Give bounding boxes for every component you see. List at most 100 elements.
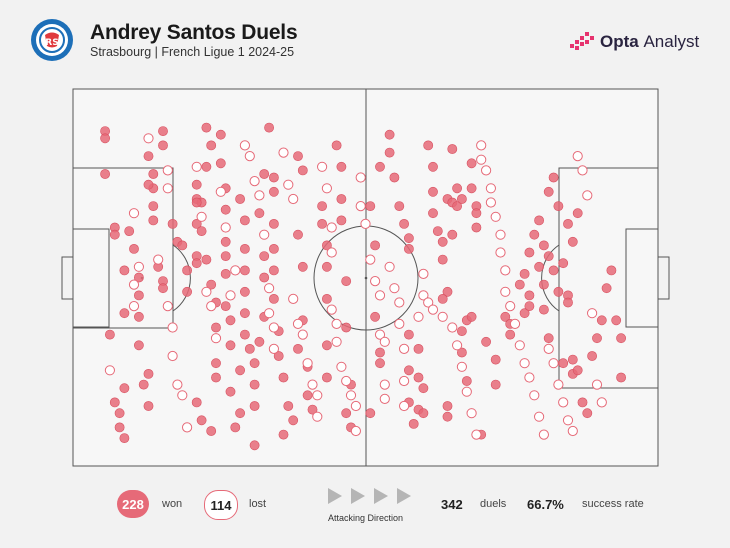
duel-lost-point [587, 308, 598, 319]
duel-lost-point [379, 393, 390, 404]
duel-won-point [220, 251, 231, 261]
duel-won-point [206, 279, 217, 290]
duel-won-point [254, 336, 265, 347]
duel-won-point [505, 329, 516, 340]
duel-won-point [539, 279, 549, 290]
brand-logo: Opta Analyst [568, 32, 699, 52]
duel-won-point [158, 283, 168, 294]
duel-won-point [418, 383, 429, 394]
duel-lost-point [336, 361, 347, 372]
duel-won-point [119, 383, 130, 394]
duel-won-point [109, 397, 120, 408]
duel-lost-point [302, 358, 313, 369]
duel-lost-point [321, 183, 332, 194]
duel-won-point [268, 218, 279, 229]
duel-won-point [201, 122, 212, 133]
duel-lost-point [249, 176, 260, 187]
duel-lost-point [399, 375, 410, 387]
header: RS Andrey Santos Duels Strasbourg | Fren… [0, 0, 730, 80]
duel-lost-point [591, 379, 603, 390]
duel-won-point [249, 440, 260, 451]
duel-won-point [428, 161, 438, 172]
success-rate-label: success rate [582, 498, 644, 510]
duel-won-point [191, 258, 202, 269]
duel-lost-point [423, 297, 434, 308]
duel-won-point [124, 226, 135, 236]
duel-lost-point [177, 390, 188, 401]
duel-won-point [606, 265, 617, 276]
duel-won-point [215, 158, 226, 169]
duel-won-point [235, 365, 245, 376]
duel-won-point [558, 358, 569, 369]
duel-won-point [548, 265, 559, 276]
duel-won-point [259, 272, 270, 283]
duel-won-point [302, 390, 313, 401]
duel-lost-point [452, 340, 463, 351]
duel-lost-point [500, 286, 511, 297]
duel-won-point [375, 347, 385, 358]
duel-won-point [191, 218, 202, 229]
duel-won-point [534, 215, 544, 226]
duel-lost-point [210, 333, 222, 344]
duel-lost-point [466, 408, 477, 419]
duel-won-point [133, 290, 144, 301]
duel-won-point [447, 144, 458, 154]
duel-won-point [220, 301, 231, 311]
duel-won-point [437, 293, 448, 304]
duel-lost-point [437, 311, 448, 322]
duel-won-point [148, 169, 159, 179]
duel-won-point [490, 354, 501, 365]
duel-lost-point [128, 208, 140, 219]
duel-won-point [143, 179, 154, 190]
legend: 228 won 114 lost Attacking Direction 342… [0, 480, 730, 540]
duel-won-point [534, 261, 544, 272]
duel-won-point [413, 343, 424, 354]
duel-won-point [143, 368, 154, 379]
duel-lost-point [495, 247, 506, 258]
duel-won-point [403, 329, 414, 340]
duel-won-point [563, 297, 573, 308]
duel-won-point [264, 122, 274, 133]
duel-won-point [567, 236, 578, 247]
duel-lost-point [509, 318, 521, 329]
duel-won-point [572, 365, 583, 376]
duel-won-point [452, 183, 462, 194]
duel-lost-point [167, 350, 178, 362]
duel-won-point [437, 254, 448, 265]
duel-lost-point [562, 415, 574, 426]
duel-won-point [611, 315, 622, 326]
duel-won-point [244, 343, 255, 354]
brand-light: Analyst [643, 32, 700, 51]
duel-lost-point [365, 254, 376, 265]
duel-won-point [428, 208, 438, 219]
duel-won-point [592, 333, 602, 344]
duel-won-point [249, 401, 260, 411]
duel-won-point [442, 411, 453, 422]
duel-lost-point [254, 190, 265, 201]
duel-won-point [490, 379, 501, 390]
duel-won-point [481, 336, 491, 347]
duel-won-point [384, 129, 395, 140]
duel-won-point [432, 226, 443, 236]
duel-won-point [403, 233, 414, 244]
duel-won-point [317, 218, 327, 229]
duel-won-point [167, 218, 178, 229]
duel-lost-point [191, 161, 202, 172]
duel-won-point [225, 386, 236, 397]
duel-won-point [456, 347, 467, 358]
duel-won-point [336, 194, 347, 204]
duel-lost-point [268, 343, 279, 354]
duel-won-point [133, 340, 144, 351]
duel-lost-point [447, 322, 458, 333]
duel-won-point [211, 322, 221, 333]
duel-lost-point [268, 322, 279, 333]
duel-won-point [394, 201, 405, 211]
duel-lost-point [374, 290, 386, 301]
duel-won-point [408, 418, 419, 429]
duel-won-point [138, 379, 149, 390]
duel-lost-point [288, 293, 299, 304]
left-penalty-arc [172, 244, 191, 312]
duel-won-point [283, 401, 294, 411]
duel-won-point [437, 236, 448, 247]
duel-won-point [375, 358, 385, 369]
